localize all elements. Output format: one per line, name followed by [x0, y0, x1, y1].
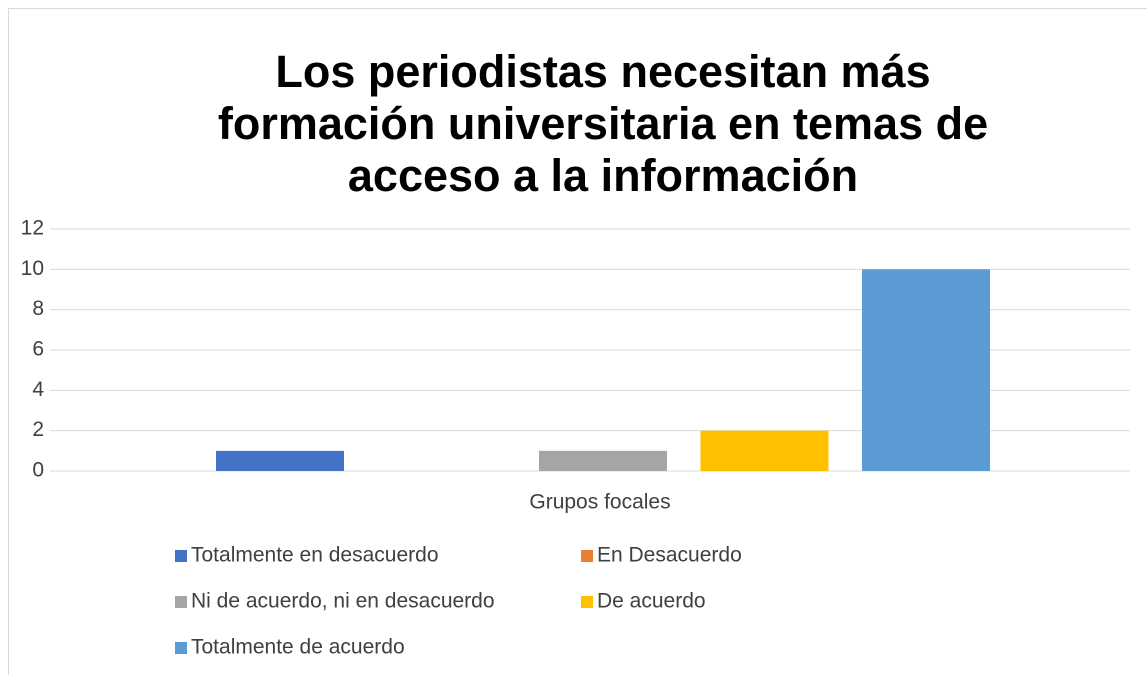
y-tick-label: 10: [21, 257, 44, 280]
legend-label: En Desacuerdo: [597, 544, 742, 567]
bar: [539, 450, 667, 471]
y-tick-label: 0: [32, 459, 44, 482]
y-tick-label: 2: [32, 418, 44, 441]
legend-label: Totalmente de acuerdo: [191, 636, 405, 659]
legend-label: Totalmente en desacuerdo: [191, 544, 439, 567]
legend-label: De acuerdo: [597, 590, 706, 613]
x-tick-label: Grupos focales: [529, 491, 670, 514]
bar: [862, 269, 990, 471]
bar: [700, 430, 829, 471]
chart-title: Los periodistas necesitan más formación u…: [218, 46, 988, 201]
y-tick-label: 6: [32, 338, 44, 361]
y-tick-label: 12: [21, 217, 44, 240]
legend-swatch: [581, 596, 593, 608]
legend-label: Ni de acuerdo, ni en desacuerdo: [191, 590, 495, 613]
y-tick-label: 4: [32, 378, 44, 401]
legend-swatch: [175, 596, 187, 608]
legend-swatch: [175, 550, 187, 562]
legend-swatch: [581, 550, 593, 562]
bar: [216, 450, 344, 471]
y-tick-label: 8: [32, 297, 44, 320]
legend-swatch: [175, 642, 187, 654]
